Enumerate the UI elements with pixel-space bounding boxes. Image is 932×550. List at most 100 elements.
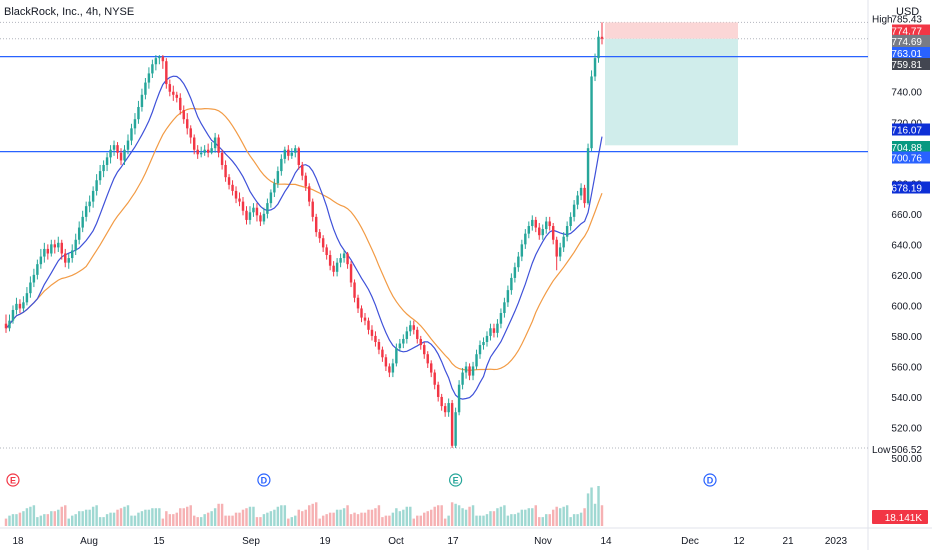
volume-bar [485, 514, 489, 526]
volume-bar [349, 514, 353, 526]
volume-bar [513, 514, 517, 526]
candle-body [572, 204, 576, 217]
volume-bar [541, 517, 544, 526]
price-tick-label: 500.00 [891, 454, 922, 465]
volume-bar [412, 518, 416, 526]
candle-body [294, 148, 297, 153]
volume-bar [297, 509, 300, 526]
volume-bar [231, 515, 234, 526]
candle-body [565, 226, 569, 237]
price-scale-tag [892, 47, 930, 59]
volume-bar [112, 512, 116, 526]
event-marker-dividend [257, 473, 271, 487]
candle-body [18, 303, 22, 309]
price-scale-tag [892, 141, 930, 153]
volume-bar [426, 511, 429, 526]
volume-bar [203, 514, 206, 526]
time-axis-label: 2023 [825, 536, 848, 547]
candle-body [579, 187, 583, 196]
volume-bar [558, 508, 562, 526]
time-axis-label: 12 [733, 536, 745, 547]
event-marker-label: E [10, 476, 16, 486]
volume-bar [22, 511, 25, 526]
candle-body [116, 145, 119, 153]
price-scale-tag [892, 151, 930, 164]
candle-body [161, 56, 165, 62]
candle-body [492, 328, 496, 333]
volume-bar [321, 515, 325, 526]
candle-body [429, 363, 433, 373]
candle-body [475, 354, 478, 367]
volume-bar [15, 514, 18, 526]
candle-body [311, 201, 314, 217]
candle-body [213, 137, 217, 149]
volume-bar [586, 493, 590, 526]
ma-fast-line [5, 75, 603, 400]
candle-body [140, 94, 144, 107]
volume-bar [471, 505, 475, 526]
time-axis-label: 19 [319, 536, 331, 547]
candle-body [541, 229, 544, 236]
volume-bar [308, 505, 311, 526]
volume-bar [301, 511, 304, 526]
candle-body [74, 239, 77, 251]
candle-body [489, 328, 492, 336]
volume-bar [154, 508, 158, 526]
price-scale-value: 678.19 [891, 184, 922, 195]
candle-body [402, 338, 405, 344]
candle-body [478, 345, 482, 355]
candle-body [433, 372, 436, 385]
candle-body [370, 329, 374, 336]
event-marker-label: D [261, 476, 268, 486]
volume-bar [433, 506, 436, 526]
volume-bar [314, 502, 318, 526]
price-scale-tag [892, 123, 930, 136]
candle-body [67, 258, 70, 263]
volume-bar [147, 509, 151, 526]
candle-body [186, 119, 189, 129]
price-tick-label: 580.00 [891, 332, 922, 343]
candle-body [454, 412, 457, 446]
event-marker-earnings [6, 473, 20, 487]
volume-bar [25, 508, 29, 526]
volume-bar [377, 505, 381, 526]
candle-body [206, 149, 210, 153]
volume-bar [238, 512, 241, 526]
candle-body [119, 152, 123, 161]
candle-body [301, 164, 304, 176]
volume-bar [123, 506, 126, 526]
candle-body [335, 262, 339, 272]
volume-bar [57, 509, 60, 526]
volume-bar [325, 514, 328, 526]
price-tick-label: 560.00 [891, 362, 922, 373]
volume-bar [227, 515, 231, 526]
volume-bar [161, 518, 165, 526]
time-axis-label: 15 [153, 536, 165, 547]
volume-bar [186, 506, 189, 526]
candle-body [165, 61, 168, 85]
volume-bar [199, 517, 203, 526]
candle-body [64, 253, 67, 263]
time-axis-label: 14 [600, 536, 612, 547]
event-marker-earnings [449, 473, 463, 487]
volume-bar [517, 512, 520, 526]
candle-body [443, 406, 447, 413]
candle-body [527, 226, 531, 234]
price-scale-value: 716.07 [891, 126, 922, 137]
candle-body [269, 192, 273, 204]
candle-body [363, 317, 367, 321]
candle-body [374, 335, 377, 343]
volume-bar [276, 506, 280, 526]
volume-bar [151, 508, 154, 526]
candle-body [50, 244, 53, 254]
candle-body [339, 258, 342, 263]
currency-label: USD [896, 6, 920, 18]
candle-body [485, 335, 489, 343]
volume-bar [447, 515, 450, 526]
candle-body [137, 106, 140, 120]
candle-body [46, 248, 50, 254]
time-axis-label: Oct [388, 536, 404, 547]
volume-bar [555, 506, 558, 526]
candle-body [175, 94, 179, 98]
